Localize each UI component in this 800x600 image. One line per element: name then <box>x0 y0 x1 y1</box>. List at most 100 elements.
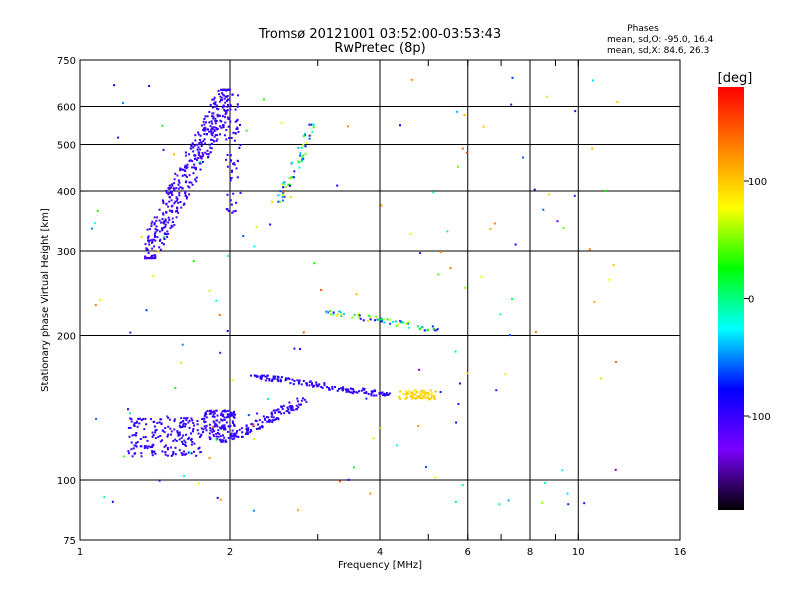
data-point <box>224 439 227 442</box>
data-point <box>135 434 137 437</box>
data-point <box>204 142 207 145</box>
data-point <box>170 433 173 436</box>
data-point <box>192 172 195 175</box>
data-point <box>216 425 219 428</box>
data-point <box>173 202 176 205</box>
data-point <box>323 384 326 387</box>
data-point <box>162 202 165 205</box>
data-point <box>184 165 187 168</box>
data-point <box>234 434 237 436</box>
data-point <box>353 313 356 316</box>
data-point <box>222 104 225 107</box>
data-point <box>166 230 169 233</box>
data-point <box>221 414 224 417</box>
data-point <box>212 435 215 437</box>
data-point <box>200 427 203 430</box>
data-point <box>230 177 232 180</box>
data-point <box>165 203 168 206</box>
data-point <box>191 160 194 163</box>
data-point <box>152 274 155 277</box>
data-point <box>193 163 196 166</box>
data-point <box>230 203 233 206</box>
data-point <box>234 108 237 111</box>
data-point <box>95 417 98 420</box>
data-point <box>340 387 343 390</box>
data-point <box>178 181 181 184</box>
data-point <box>209 429 212 432</box>
data-point <box>366 319 369 322</box>
data-point <box>245 427 248 430</box>
data-point <box>228 117 231 120</box>
data-point <box>183 169 186 172</box>
data-point <box>231 420 234 423</box>
data-point <box>573 194 576 197</box>
data-point <box>208 143 211 146</box>
data-point <box>229 179 232 182</box>
data-point <box>262 374 265 377</box>
data-point <box>176 431 179 434</box>
data-point <box>380 204 383 207</box>
data-point <box>292 176 295 179</box>
chart-title: Tromsø 20121001 03:52:00-03:53:43 <box>258 27 501 42</box>
data-point <box>165 233 168 236</box>
data-point <box>365 392 368 394</box>
data-point <box>457 165 459 168</box>
data-point <box>214 101 217 104</box>
data-point <box>150 241 153 244</box>
data-point <box>185 154 188 157</box>
data-point <box>300 383 303 386</box>
data-point <box>211 134 214 137</box>
data-point <box>187 451 190 454</box>
data-point <box>347 125 350 128</box>
data-point <box>212 420 215 423</box>
data-point <box>271 421 274 424</box>
data-point <box>215 299 218 302</box>
data-point <box>280 376 283 379</box>
data-point <box>256 375 259 378</box>
data-point <box>206 149 209 152</box>
data-point <box>222 434 224 437</box>
data-point <box>96 209 99 212</box>
data-point <box>225 129 228 131</box>
data-point <box>588 248 591 251</box>
data-point <box>429 389 432 392</box>
data-point <box>151 247 154 250</box>
data-point <box>250 428 252 431</box>
data-point <box>171 183 173 186</box>
data-point <box>179 167 182 170</box>
data-point <box>352 390 355 393</box>
data-point <box>209 130 212 133</box>
x-tick-label: 4 <box>377 547 383 558</box>
data-point <box>260 376 263 379</box>
phases-heading: Phases <box>627 24 659 34</box>
data-point <box>427 328 430 331</box>
data-point <box>227 415 230 418</box>
data-point <box>150 225 153 228</box>
data-point <box>199 434 202 437</box>
data-point <box>282 191 285 194</box>
data-point <box>296 400 299 403</box>
data-point <box>277 376 280 379</box>
data-point <box>226 165 229 168</box>
data-point <box>270 411 273 414</box>
data-point <box>122 102 124 104</box>
data-point <box>159 418 162 421</box>
data-point <box>183 475 186 477</box>
data-point <box>233 423 236 426</box>
data-point <box>213 140 215 143</box>
data-point <box>203 138 206 141</box>
data-point <box>165 444 167 447</box>
data-point <box>275 418 278 421</box>
data-point <box>511 76 514 79</box>
data-point <box>264 375 267 378</box>
data-point <box>145 309 148 312</box>
data-point <box>163 238 166 240</box>
data-point <box>200 124 203 127</box>
data-point <box>405 394 408 397</box>
data-point <box>253 245 256 248</box>
data-point <box>425 396 428 399</box>
data-point <box>380 392 383 395</box>
data-point <box>163 220 165 223</box>
data-point <box>219 114 222 117</box>
data-point <box>216 432 219 434</box>
